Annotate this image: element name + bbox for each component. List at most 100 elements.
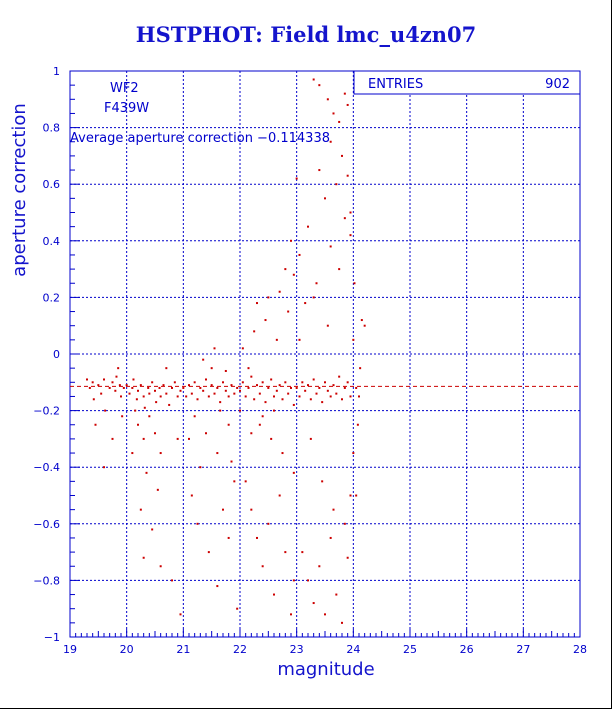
data-point	[239, 409, 241, 412]
data-point	[312, 602, 315, 605]
data-point	[304, 302, 307, 305]
data-point	[332, 508, 335, 511]
y-axis-ticks: 1 0.8 0.6 0.4 0.2 0 −0.2 −0.4 −0.6 −0.8 −1	[33, 65, 80, 644]
data-point	[92, 398, 95, 401]
y-tick-label: 0	[53, 348, 60, 361]
data-point	[196, 398, 199, 401]
entries-label: ENTRIES	[368, 77, 423, 92]
x-axis-title: magnitude	[277, 659, 374, 680]
data-point	[253, 330, 256, 333]
data-point	[355, 386, 358, 389]
data-point	[210, 384, 213, 387]
x-axis-ticks: 19 20 21 22 23 24 25 26 27 28	[63, 629, 587, 656]
data-point	[321, 480, 324, 483]
data-point	[324, 197, 326, 200]
data-point	[275, 389, 278, 392]
data-point	[131, 386, 134, 389]
data-point	[304, 389, 307, 392]
data-point	[247, 386, 250, 389]
data-point	[222, 508, 224, 511]
y-tick-label: −0.8	[33, 574, 60, 587]
data-point	[363, 324, 366, 327]
data-point	[103, 466, 105, 469]
data-point	[258, 392, 261, 395]
data-point	[244, 480, 247, 483]
data-point	[312, 378, 315, 381]
data-point	[360, 319, 363, 322]
data-point	[278, 290, 281, 293]
data-point	[301, 551, 304, 554]
data-point	[155, 401, 158, 404]
data-point	[227, 395, 230, 398]
data-point	[292, 471, 295, 474]
x-tick-label: 25	[403, 643, 417, 656]
data-point	[193, 415, 196, 418]
data-point	[318, 565, 321, 568]
data-point	[341, 621, 343, 624]
data-point	[321, 401, 324, 404]
data-point	[145, 471, 148, 474]
data-point	[338, 120, 341, 123]
data-point	[273, 593, 275, 596]
data-point	[346, 103, 349, 106]
data-point	[326, 389, 329, 392]
data-point	[182, 386, 185, 389]
data-point	[219, 409, 222, 412]
data-point	[159, 565, 162, 568]
data-point	[346, 174, 349, 177]
data-point	[94, 423, 97, 426]
data-point	[165, 367, 168, 370]
y-tick-label: −0.6	[33, 518, 60, 531]
data-point	[298, 395, 301, 398]
data-point	[219, 401, 222, 404]
data-point	[307, 384, 309, 387]
data-point	[346, 556, 349, 559]
data-point	[142, 437, 145, 440]
x-tick-label: 26	[460, 643, 474, 656]
x-tick-label: 23	[290, 643, 304, 656]
data-point	[315, 392, 318, 395]
data-point	[132, 378, 135, 381]
data-point	[353, 282, 356, 285]
data-point	[241, 347, 244, 350]
data-point	[159, 395, 162, 398]
data-point	[171, 386, 173, 389]
data-point	[261, 565, 264, 568]
data-point	[258, 423, 261, 426]
data-point	[352, 338, 355, 341]
x-tick-label: 22	[233, 643, 247, 656]
data-point	[335, 183, 338, 186]
data-point	[332, 384, 335, 387]
data-point	[205, 432, 207, 435]
data-point	[117, 367, 120, 370]
data-point	[343, 217, 346, 220]
data-point	[298, 338, 301, 341]
data-point	[261, 381, 264, 384]
data-point	[139, 384, 142, 387]
data-point	[335, 392, 338, 395]
data-point	[292, 403, 295, 406]
data-point	[324, 381, 326, 384]
data-point	[162, 384, 165, 387]
data-point	[270, 378, 273, 381]
data-point	[179, 389, 182, 392]
data-point	[91, 381, 94, 384]
data-points	[86, 78, 366, 624]
data-point	[349, 494, 352, 497]
data-point	[97, 384, 100, 387]
data-point	[216, 452, 219, 455]
data-point	[148, 392, 151, 395]
y-tick-label: 0.8	[43, 122, 61, 135]
data-point	[290, 386, 292, 389]
data-point	[236, 607, 239, 610]
y-tick-label: 0.6	[43, 178, 61, 191]
data-point	[193, 381, 196, 384]
data-point	[267, 522, 270, 525]
data-point	[137, 389, 139, 392]
data-point	[359, 367, 362, 370]
data-point	[332, 112, 335, 115]
data-point	[356, 423, 359, 426]
y-tick-label: −0.4	[33, 461, 60, 474]
data-point	[287, 310, 290, 313]
data-point	[159, 452, 162, 455]
